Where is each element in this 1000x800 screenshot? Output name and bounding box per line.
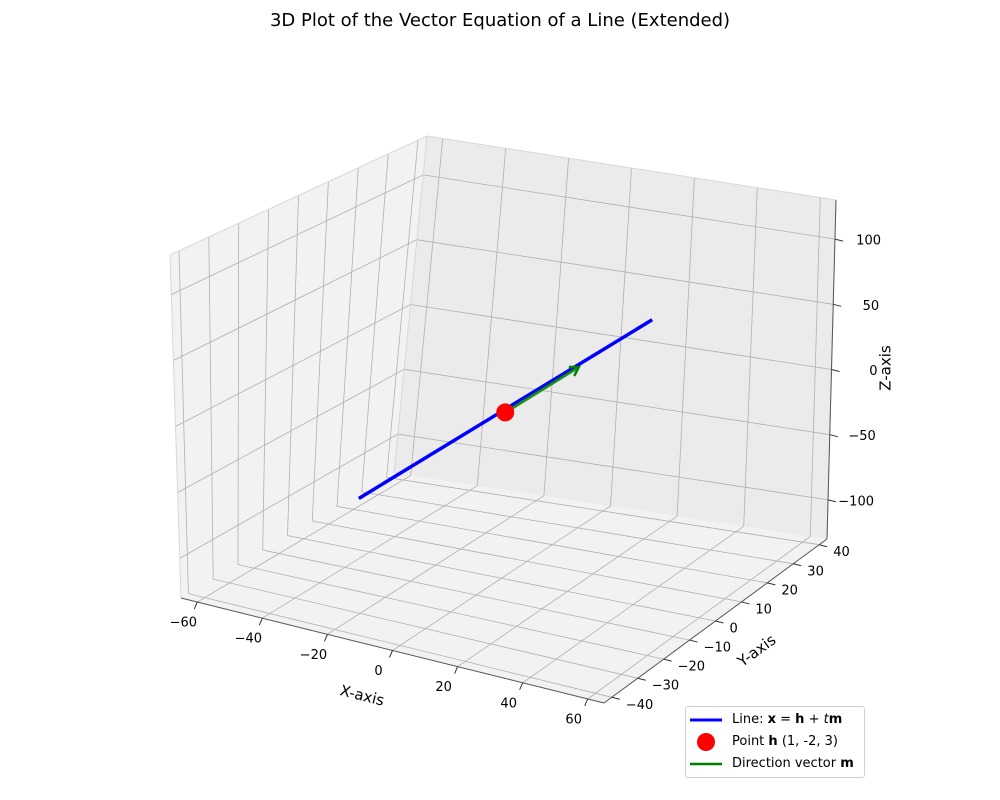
- back-edge: [393, 135, 428, 474]
- y-tick: [715, 620, 724, 624]
- x-tick-label: −60: [170, 616, 197, 631]
- grid-lines: [171, 138, 836, 700]
- y-tick: [611, 696, 620, 700]
- tick-marks: −60−40−200204060−40−30−20−10010203040−10…: [170, 234, 881, 728]
- z-tick: [829, 434, 838, 438]
- series-layer: [357, 318, 654, 500]
- direction-vector-arrowhead: [568, 365, 581, 377]
- chart-title: 3D Plot of the Vector Equation of a Line…: [269, 10, 731, 31]
- z-tick-label: −100: [838, 494, 874, 509]
- y-tick-label: −30: [652, 679, 679, 694]
- y-tick: [819, 544, 828, 548]
- y-tick-label: −20: [678, 660, 705, 675]
- point-h-marker: [496, 403, 515, 422]
- x-grid-line: [392, 167, 632, 651]
- back-pane: [394, 136, 836, 539]
- legend-vector-swatch: [690, 762, 722, 766]
- x-tick-label: −40: [235, 632, 262, 647]
- x-grid-line: [262, 148, 507, 619]
- floor-pane: [181, 473, 827, 703]
- y-grid-line: [208, 236, 638, 679]
- y-tick-label: 20: [781, 583, 798, 598]
- x-grid-line: [587, 197, 821, 700]
- z-tick-label: −50: [848, 429, 875, 444]
- y-tick-label: 10: [755, 602, 772, 617]
- z-tick-label: 50: [863, 299, 880, 314]
- z-tick: [831, 369, 840, 372]
- y-grid-line: [361, 153, 794, 565]
- y-grid-line: [237, 223, 664, 660]
- x-tick: [323, 634, 328, 642]
- x-grid-line: [327, 158, 569, 635]
- x-tick: [584, 698, 589, 707]
- y-tick: [793, 563, 802, 567]
- legend-line-swatch: [690, 718, 722, 722]
- direction-vector: [504, 365, 580, 414]
- legend-entry-line: Line: x = h + tm: [686, 709, 866, 731]
- legend-vector-label: Direction vector m: [732, 756, 854, 771]
- z-tick-label: 0: [869, 364, 877, 379]
- y-tick-label: 30: [807, 564, 824, 579]
- y-tick: [741, 601, 750, 605]
- y-grid-line: [311, 181, 742, 603]
- x-axis-label: X-axis: [338, 681, 386, 709]
- legend-entry-point: Point h (1, -2, 3): [686, 731, 866, 753]
- x-tick-label: 0: [374, 664, 382, 679]
- y-tick: [637, 677, 646, 681]
- y-tick: [767, 582, 776, 586]
- y-grid-line: [178, 250, 612, 698]
- z-tick: [834, 238, 844, 242]
- x-tick-label: 40: [500, 696, 517, 711]
- y-tick: [689, 639, 698, 643]
- x-grid-line: [522, 187, 758, 684]
- y-grid-line: [336, 167, 768, 584]
- legend-line-label: Line: x = h + tm: [732, 712, 843, 727]
- x-tick: [389, 650, 393, 658]
- z-axis-label: Z-axis: [877, 345, 895, 391]
- x-grid-line: [457, 177, 695, 668]
- x-tick: [519, 682, 524, 691]
- axes-panes: [170, 136, 836, 703]
- y-tick-label: −10: [704, 641, 731, 656]
- x-tick: [193, 601, 198, 610]
- y-grid-line: [386, 140, 820, 546]
- y-tick-label: 0: [730, 622, 738, 637]
- legend-point-label: Point h (1, -2, 3): [732, 734, 838, 749]
- left-edge: [169, 254, 182, 599]
- x-tick: [454, 666, 459, 674]
- y-tick-label: 40: [833, 545, 850, 560]
- legend-entry-vector: Direction vector m: [686, 753, 866, 775]
- x-tick: [258, 617, 263, 626]
- legend: Line: x = h + tm Point h (1, -2, 3) Dire…: [685, 706, 865, 778]
- z-tick-label: 100: [856, 234, 881, 249]
- y-axis-label: Y-axis: [733, 631, 779, 671]
- x-tick-label: −20: [300, 648, 327, 663]
- y-tick: [663, 658, 672, 662]
- x-tick-label: 20: [435, 680, 452, 695]
- z-tick: [827, 499, 837, 503]
- y-grid-line: [287, 195, 716, 622]
- x-tick-label: 60: [565, 713, 582, 728]
- y-tick-label: −40: [626, 698, 653, 713]
- x-grid-line: [197, 138, 444, 603]
- y-grid-line: [262, 209, 690, 641]
- legend-point-swatch: [697, 733, 715, 751]
- z-tick: [833, 303, 842, 307]
